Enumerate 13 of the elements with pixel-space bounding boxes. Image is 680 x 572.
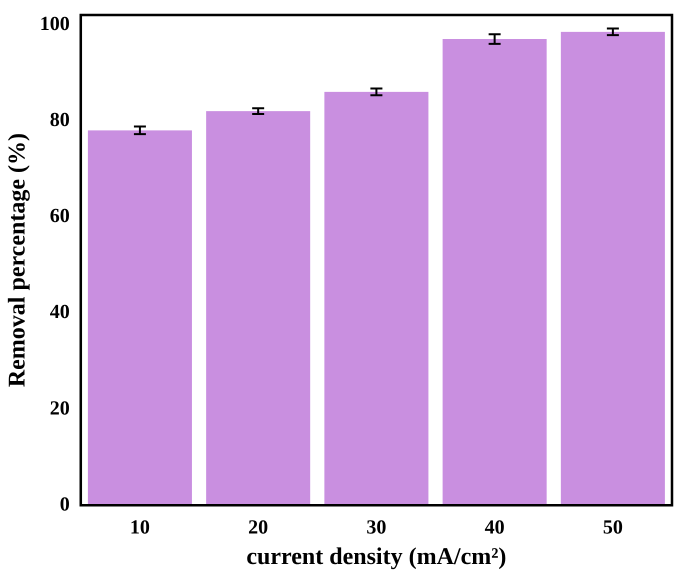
x-tick-label: 10 (130, 516, 150, 538)
x-axis-title: current density (mA/cm²) (246, 544, 506, 570)
y-axis-title: Removal percentage (%) (4, 133, 31, 388)
x-tick-label: 40 (484, 516, 505, 538)
y-tick-label: 40 (50, 301, 70, 324)
y-tick-label: 60 (50, 205, 70, 228)
y-tick-label: 100 (40, 12, 70, 35)
y-tick-label: 20 (50, 397, 70, 420)
x-tick-label: 50 (602, 516, 623, 538)
y-tick-label: 0 (60, 493, 70, 516)
y-tick-label: 80 (50, 108, 70, 131)
x-tick-label: 30 (366, 516, 386, 538)
x-tick-label: 20 (248, 516, 268, 538)
